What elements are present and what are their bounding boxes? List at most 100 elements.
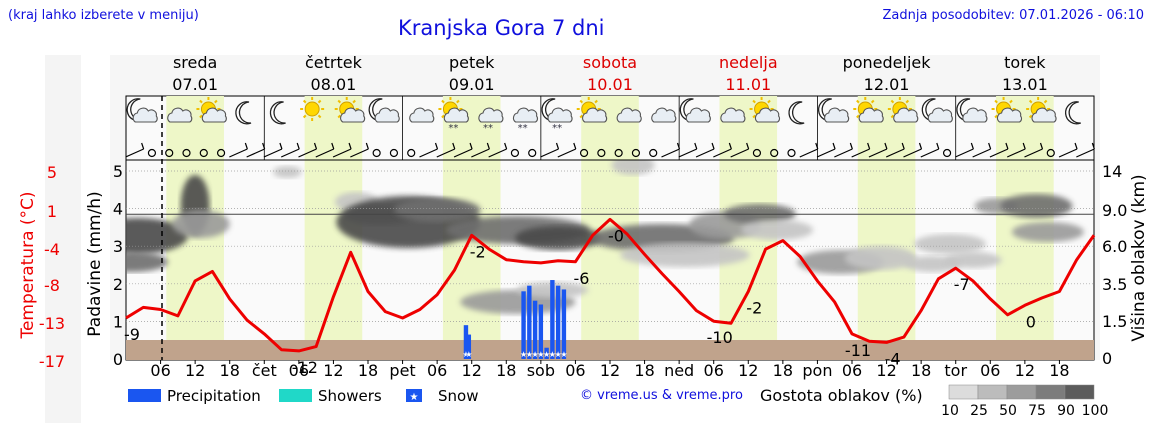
calm-wind-icon (649, 148, 658, 158)
wind-barb-icon (851, 142, 871, 158)
sun-ray (317, 99, 322, 104)
cloud-shape (374, 107, 400, 123)
calm-wind-icon (216, 148, 226, 158)
daylight-band (996, 96, 1054, 340)
barb-flag (711, 142, 715, 150)
temp-label: -3 (343, 0, 359, 4)
precipitation-label: Precipitation (167, 387, 261, 405)
left-panel (45, 55, 81, 423)
cloud-shape (927, 107, 953, 123)
calm-wind-icon (510, 148, 520, 158)
wind-barb-icon (453, 142, 473, 158)
wind-barb-icon (903, 142, 923, 158)
sun-ray (1009, 99, 1013, 104)
sun-ray (579, 99, 584, 104)
x-tick-label: 06 (427, 361, 447, 380)
cloud-blob (172, 210, 230, 238)
sun-ray (1043, 99, 1048, 104)
sun-ray (856, 99, 860, 104)
last-update: Zadnja posodobitev: 07.01.2026 - 06:10 (882, 8, 1144, 23)
cloud-tick-label: 0 (1102, 349, 1112, 368)
x-tick-label: pon (802, 361, 832, 380)
moon-cloud-icon (817, 98, 850, 123)
snowflakes: ** (518, 123, 528, 134)
barb-flag (1005, 142, 1009, 150)
ground-band (126, 340, 1094, 360)
x-tick-label: 06 (704, 361, 724, 380)
snow-star: ★ (526, 350, 533, 359)
wind-barb-icon (229, 142, 248, 158)
cloud-blob (1000, 194, 1073, 218)
sun-cloud-icon (334, 97, 366, 123)
wind-barb-icon (713, 142, 732, 158)
weather-icons: ** ** ** ** (126, 97, 1081, 134)
sun-cloud-icon (887, 97, 919, 123)
density-swatch (948, 384, 979, 400)
wind-barb-icon (834, 142, 853, 158)
density-step-label: 50 (999, 403, 1017, 419)
density-swatch (1006, 384, 1037, 400)
day-date: 11.01 (725, 75, 771, 94)
temp-label: -2 (470, 242, 486, 261)
precip-bar (544, 347, 549, 359)
wind-barb-icon (989, 142, 1009, 158)
calm-wind-icon (770, 148, 779, 158)
cloud-shape (582, 107, 608, 123)
sun-ray (579, 114, 584, 119)
snow-star-icon: ★ (410, 392, 419, 403)
cloud-tick-label: 3.5 (1102, 275, 1127, 294)
day-name: četrtek (305, 53, 363, 72)
cloud-shape (512, 107, 539, 123)
precip-bar (527, 285, 532, 359)
wind-barb-icon (540, 142, 560, 158)
moon-icon (1064, 101, 1081, 125)
precip-bar (555, 285, 561, 359)
precip-bar (463, 325, 469, 359)
sun-ray (994, 99, 998, 104)
cloud-shape (409, 107, 435, 123)
sun-cloud-icon (196, 97, 227, 123)
cloud-blob (514, 226, 602, 250)
calm-wind-icon (579, 148, 589, 158)
calm-wind-icon (165, 148, 174, 158)
snow-star: ★ (465, 350, 472, 359)
calm-wind-icon (597, 148, 606, 158)
x-axis: 06 12 18 čet 06 12 18 pet 06 12 18 sob 06 12 18 ned 06 12… (150, 360, 1070, 380)
moon-shape (1064, 101, 1081, 125)
x-tick-label: 12 (323, 361, 343, 380)
moon-shape (269, 101, 286, 125)
barb-flag (676, 142, 681, 150)
barb-flag (348, 142, 352, 150)
temp-label: -3 (1069, 0, 1085, 4)
cloud-tick-label: 14 (1102, 162, 1122, 181)
calm-wind-icon (631, 148, 641, 158)
density-swatch (1064, 384, 1095, 400)
calm-wind-icon (942, 148, 952, 158)
snow-star: ★ (549, 350, 556, 359)
precip-tick-label: 1 (113, 312, 123, 331)
barb-flag (1039, 142, 1044, 150)
barb-shaft (488, 148, 507, 158)
credit-link[interactable]: © vreme.us & vreme.pro (580, 388, 743, 403)
barb-shaft (557, 148, 577, 158)
snow-swatch (406, 389, 422, 402)
cloud-icon (616, 107, 642, 123)
temp-label: -11 (845, 341, 871, 360)
precipitation-bars: ★★ ★★★★★★★★ (462, 280, 567, 359)
calm-wind-icon (787, 148, 796, 158)
density-step-label: 10 (941, 403, 959, 419)
barb-shaft (1024, 148, 1043, 158)
barb-flag (244, 142, 248, 150)
cloud-shape (1031, 107, 1057, 123)
barb-shaft (885, 148, 905, 158)
barb-flag (452, 142, 456, 150)
barb-flag (262, 142, 266, 150)
precip-tick-label: 3 (113, 237, 123, 256)
barb-flag (279, 142, 283, 150)
calm-wind-icon (147, 148, 157, 158)
snow-star: ★ (543, 350, 550, 359)
sun-ray (994, 114, 998, 119)
calm-wind-icon (199, 148, 208, 158)
day-name: ponedeljek (843, 53, 932, 72)
barb-flag (694, 142, 698, 150)
